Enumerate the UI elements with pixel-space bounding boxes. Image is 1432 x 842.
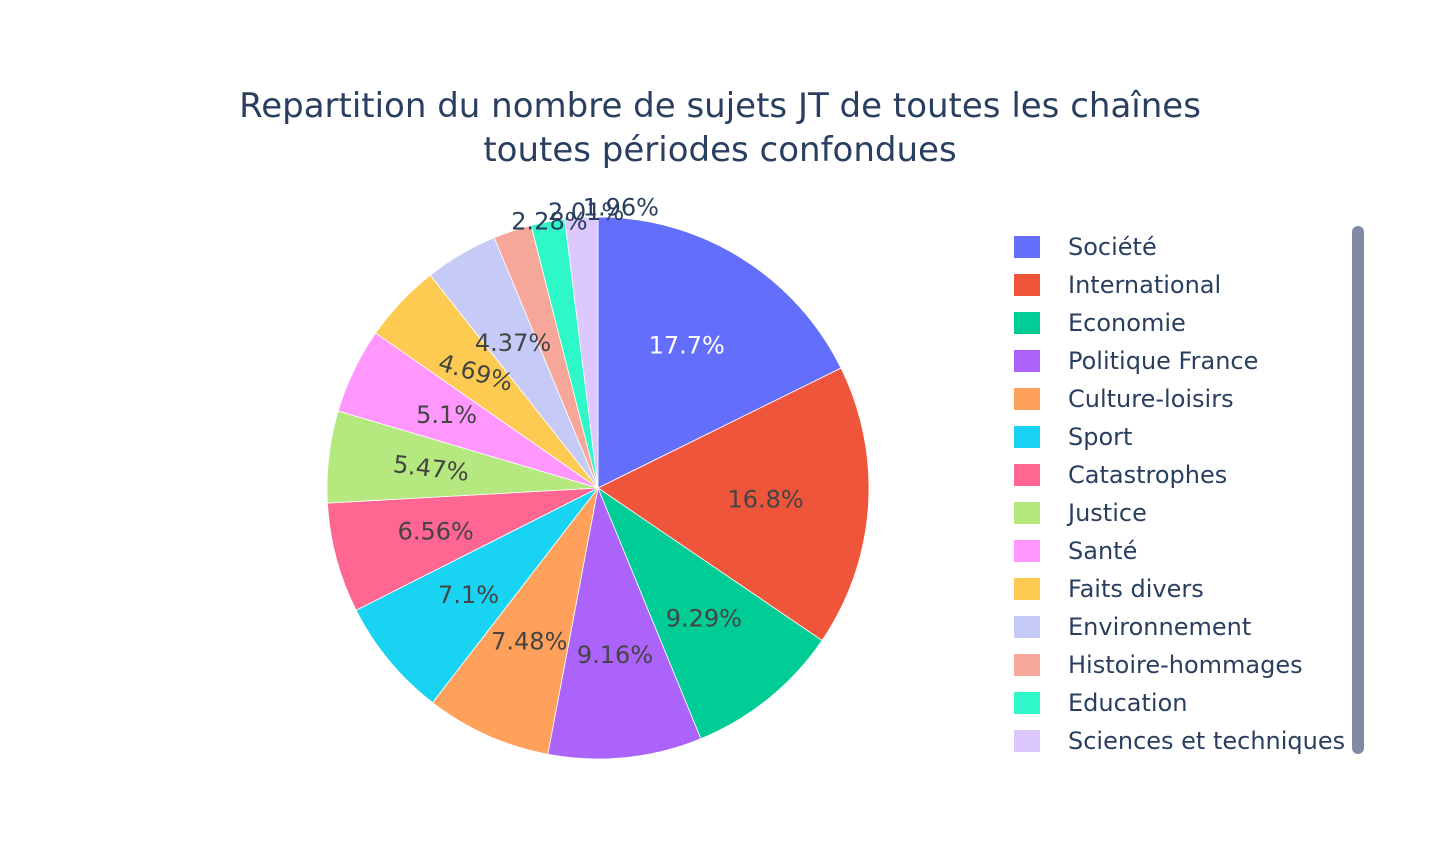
legend-item-histoire-hommages[interactable]: Histoire-hommages — [1012, 646, 1352, 684]
legend-swatch — [1014, 236, 1040, 258]
legend-label: Société — [1068, 233, 1157, 261]
legend-swatch — [1014, 274, 1040, 296]
legend-scrollbar[interactable] — [1352, 226, 1364, 754]
legend-label: Economie — [1068, 309, 1186, 337]
legend-swatch — [1014, 464, 1040, 486]
slice-label-societe: 17.7% — [649, 331, 725, 359]
pie-labels: 17.7%16.8%9.29%9.16%7.48%7.1%6.56%5.47%5… — [392, 194, 804, 670]
chart-title-line-2: toutes périodes confondues — [483, 130, 957, 170]
slice-label-politique-france: 9.16% — [577, 641, 653, 669]
legend-swatch — [1014, 616, 1040, 638]
legend-label: Histoire-hommages — [1068, 651, 1303, 679]
pie-slice-societe[interactable] — [597, 216, 842, 489]
slice-label-sciences-et-techniques: 1.96% — [583, 194, 659, 222]
slice-label-economie: 9.29% — [666, 605, 742, 633]
slice-label-sport: 7.1% — [438, 581, 499, 609]
legend-item-international[interactable]: International — [1012, 266, 1352, 304]
pie-slices — [326, 216, 870, 760]
legend-item-education[interactable]: Education — [1012, 684, 1352, 722]
legend-item-sante[interactable]: Santé — [1012, 532, 1352, 570]
pie-slice-international[interactable] — [597, 367, 870, 642]
slice-label-catastrophes: 6.56% — [398, 518, 474, 546]
slice-label-culture-loisirs: 7.48% — [491, 627, 567, 655]
legend-item-catastrophes[interactable]: Catastrophes — [1012, 456, 1352, 494]
legend-swatch — [1014, 654, 1040, 676]
pie-slice-culture-loisirs[interactable] — [432, 487, 599, 755]
slice-label-environnement: 4.37% — [475, 329, 551, 357]
legend-swatch — [1014, 540, 1040, 562]
slice-label-international: 16.8% — [727, 486, 803, 514]
pie-slice-sciences-et-techniques[interactable] — [564, 216, 599, 489]
legend-item-economie[interactable]: Economie — [1012, 304, 1352, 342]
legend-label: International — [1068, 271, 1222, 299]
legend-label: Politique France — [1068, 347, 1259, 375]
legend-item-politique-france[interactable]: Politique France — [1012, 342, 1352, 380]
legend-label: Culture-loisirs — [1068, 385, 1234, 413]
legend-swatch — [1014, 312, 1040, 334]
legend-label: Environnement — [1068, 613, 1252, 641]
legend-item-faits-divers[interactable]: Faits divers — [1012, 570, 1352, 608]
chart-title: Repartition du nombre de sujets JT de to… — [0, 84, 1432, 172]
legend-label: Sport — [1068, 423, 1133, 451]
legend-label: Catastrophes — [1068, 461, 1228, 489]
legend-swatch — [1014, 730, 1040, 752]
legend-label: Santé — [1068, 537, 1138, 565]
slice-label-histoire-hommages: 2.28% — [511, 207, 587, 235]
legend-swatch — [1014, 426, 1040, 448]
legend: Société International Economie Politique Fr… — [1012, 228, 1352, 758]
legend-swatch — [1014, 388, 1040, 410]
legend-swatch — [1014, 502, 1040, 524]
legend-item-environnement[interactable]: Environnement — [1012, 608, 1352, 646]
chart-title-line-1: Repartition du nombre de sujets JT de to… — [239, 86, 1201, 126]
legend-label: Sciences et techniques — [1068, 727, 1346, 755]
legend-label: Education — [1068, 689, 1188, 717]
legend-swatch — [1014, 578, 1040, 600]
legend-label: Justice — [1068, 499, 1147, 527]
legend-label: Faits divers — [1068, 575, 1204, 603]
legend-item-sport[interactable]: Sport — [1012, 418, 1352, 456]
pie-slice-catastrophes[interactable] — [326, 487, 599, 611]
legend-item-sciences-et-techniques[interactable]: Sciences et techniques — [1012, 722, 1352, 760]
legend-item-culture-loisirs[interactable]: Culture-loisirs — [1012, 380, 1352, 418]
pie-slice-sport[interactable] — [355, 487, 599, 704]
slice-label-sante: 5.1% — [416, 401, 477, 429]
legend-swatch — [1014, 350, 1040, 372]
legend-swatch — [1014, 692, 1040, 714]
legend-item-societe[interactable]: Société — [1012, 228, 1352, 266]
pie-slice-politique-france[interactable] — [547, 486, 702, 760]
legend-item-justice[interactable]: Justice — [1012, 494, 1352, 532]
slice-label-education: 2.01% — [548, 198, 624, 226]
pie-slice-economie[interactable] — [597, 486, 823, 740]
